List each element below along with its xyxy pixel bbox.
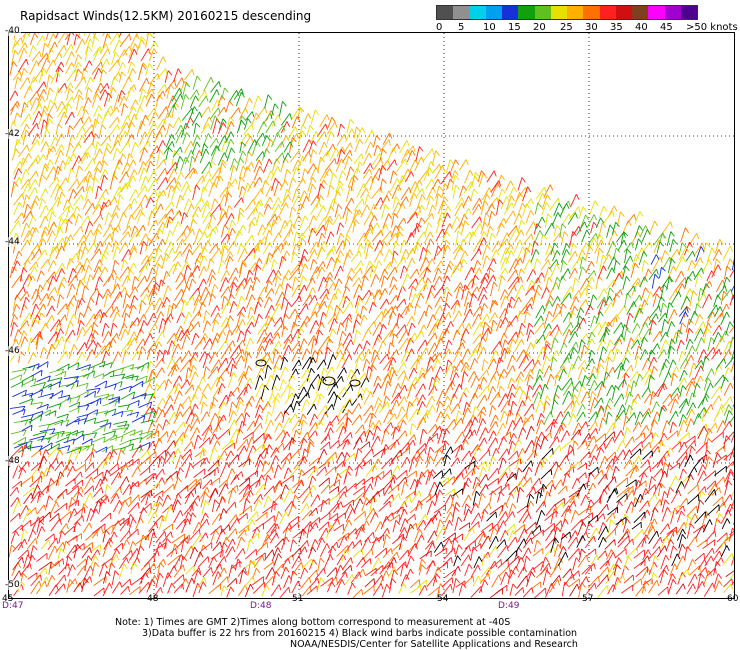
legend-swatch: [665, 6, 681, 19]
latitude-label: -48: [4, 456, 21, 466]
legend-swatch: [567, 6, 583, 19]
wind-barbs-group: [10, 33, 736, 598]
legend-swatch: [470, 6, 486, 19]
legend-swatch: [616, 6, 632, 19]
time-label: D:49: [498, 601, 519, 611]
latitude-label: -42: [4, 129, 21, 139]
time-label: D:47: [2, 601, 23, 611]
legend-swatch: [583, 6, 599, 19]
longitude-label: 54: [437, 594, 448, 604]
legend-swatch: [681, 6, 697, 19]
latitude-label: -44: [4, 237, 21, 247]
latitude-label: -46: [4, 346, 21, 356]
legend-swatch: [648, 6, 664, 19]
note-line-1: Note: 1) Times are GMT 2)Times along bot…: [115, 617, 510, 628]
legend-swatch: [632, 6, 648, 19]
note-line-3: NOAA/NESDIS/Center for Satellite Applica…: [290, 639, 578, 650]
legend-swatch: [486, 6, 502, 19]
wind-map: [8, 32, 735, 599]
legend-color-bar: [436, 5, 698, 20]
legend-swatch: [518, 6, 534, 19]
legend-swatch: [535, 6, 551, 19]
legend-swatch: [437, 6, 453, 19]
legend-swatch: [600, 6, 616, 19]
wind-barb-field: [9, 33, 735, 599]
legend-swatch: [502, 6, 518, 19]
longitude-label: 60: [727, 594, 738, 604]
longitude-label: 51: [292, 594, 303, 604]
longitude-label: 57: [582, 594, 593, 604]
latitude-label: -40: [4, 26, 21, 36]
legend-swatch: [453, 6, 469, 19]
latitude-label: -50: [4, 580, 21, 590]
map-title: Rapidsact Winds(12.5KM) 20160215 descend…: [20, 9, 311, 23]
time-label: D:48: [250, 601, 271, 611]
longitude-label: 48: [147, 594, 158, 604]
legend-swatch: [551, 6, 567, 19]
calm-contour: [350, 380, 360, 386]
note-line-2: 3)Data buffer is 22 hrs from 20160215 4)…: [142, 628, 577, 639]
wind-speed-legend: 051015202530354045>50 knots: [436, 5, 736, 35]
